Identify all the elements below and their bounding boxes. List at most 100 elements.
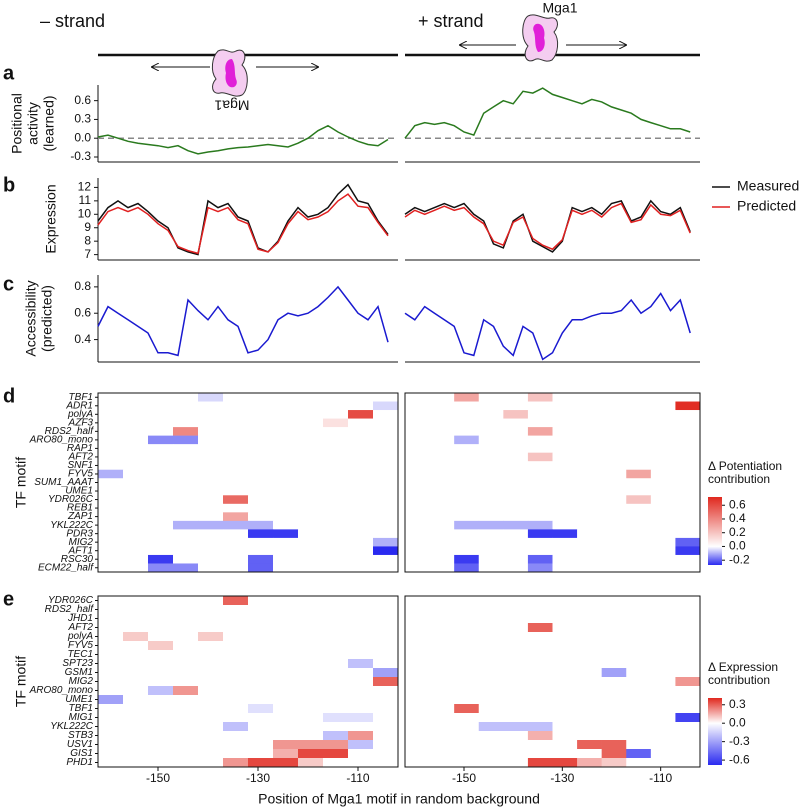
heatmap-cell (454, 668, 480, 678)
heatmap-cell (348, 749, 374, 759)
heatmap-cell (429, 668, 455, 678)
heatmap-cell (348, 668, 374, 678)
heatmap-cell (527, 444, 553, 453)
heatmap-cell (148, 695, 174, 705)
heatmap-cell (348, 435, 374, 445)
heatmap-cell (198, 410, 224, 419)
heatmap-cell (373, 461, 399, 471)
heatmap-cell (478, 605, 504, 615)
heatmap-cell (650, 529, 676, 539)
heatmap-cell (98, 731, 124, 741)
heatmap-cell (223, 495, 249, 505)
heatmap-cell (373, 393, 399, 402)
heatmap-cell (552, 623, 578, 633)
heatmap-cell (650, 452, 676, 462)
heatmap-cell (348, 554, 374, 564)
heatmap-cell (173, 740, 199, 750)
heatmap-cell (223, 632, 249, 642)
heatmap-cell (454, 427, 480, 436)
heatmap-cell (577, 537, 602, 547)
heatmap-cell (373, 495, 399, 505)
heatmap-cell (405, 444, 430, 453)
heatmap-cell (552, 563, 578, 573)
heatmap-cell (478, 758, 504, 768)
heatmap-cell (298, 659, 324, 669)
heatmap-cell (601, 695, 627, 705)
heatmap-cell (675, 537, 701, 547)
heatmap-cell (405, 650, 430, 660)
heatmap-cell (454, 469, 480, 479)
heatmap-cell (223, 722, 249, 732)
heatmap-cell (123, 512, 149, 522)
heatmap-cell (373, 444, 399, 453)
heatmap-cell (405, 641, 430, 651)
heatmap-cell (248, 444, 274, 453)
heatmap-cell (503, 503, 529, 513)
row-label: USV1 (67, 739, 93, 750)
heatmap-cell (405, 469, 430, 479)
heatmap-cell (98, 469, 124, 479)
heatmap-cell (626, 659, 652, 669)
heatmap-cell (577, 731, 602, 741)
heatmap-cell (577, 529, 602, 539)
x-tick-label: -150 (452, 771, 476, 785)
row-label: SUM1_AAAT (34, 477, 94, 488)
heatmap-cell (527, 546, 553, 556)
heatmap-cell (601, 495, 627, 505)
heatmap-cell (405, 512, 430, 522)
heatmap-cell (148, 758, 174, 768)
heatmap-cell (273, 650, 299, 660)
x-tick-label: -130 (246, 771, 270, 785)
row-label: JHD1 (67, 613, 93, 624)
heatmap-cell (323, 686, 349, 696)
heatmap-cell (373, 554, 399, 564)
heatmap-cell (298, 554, 324, 564)
heatmap-cell (675, 596, 701, 606)
heatmap-cell (626, 520, 652, 530)
heatmap-cell (601, 749, 627, 759)
heatmap-cell (148, 537, 174, 547)
heatmap-cell (405, 596, 430, 606)
heatmap-cell (173, 650, 199, 660)
heatmap-cell (675, 469, 701, 479)
heatmap-cell (601, 444, 627, 453)
heatmap-cell (148, 659, 174, 669)
heatmap-cell (98, 461, 124, 471)
heatmap-cell (503, 444, 529, 453)
heatmap-cell (503, 495, 529, 505)
protein-label: Mga1 (542, 0, 577, 16)
heatmap-cell (98, 495, 124, 505)
heatmap-cell (373, 478, 399, 488)
heatmap-cell (626, 686, 652, 696)
heatmap-cell (454, 704, 480, 714)
heatmap-cell (601, 520, 627, 530)
heatmap-cell (650, 614, 676, 624)
heatmap-cell (198, 486, 224, 496)
y-tick-label: 7 (84, 247, 91, 261)
heatmap-cell (650, 731, 676, 741)
row-label: SNF1 (67, 460, 93, 471)
heatmap-cell (298, 495, 324, 505)
heatmap-cell (503, 469, 529, 479)
heatmap-cell (577, 563, 602, 573)
heatmap-cell (298, 520, 324, 530)
heatmap-cell (577, 418, 602, 428)
heatmap-cell (148, 435, 174, 445)
heatmap-cell (601, 537, 627, 547)
heatmap-cell (348, 563, 374, 573)
heatmap-cell (675, 758, 701, 768)
heatmap-cell (373, 605, 399, 615)
heatmap-cell (323, 668, 349, 678)
heatmap-cell (626, 563, 652, 573)
heatmap-cell (405, 722, 430, 732)
heatmap-cell (348, 632, 374, 642)
heatmap-cell (98, 554, 124, 564)
heatmap-cell (577, 393, 602, 402)
heatmap-cell (675, 444, 701, 453)
heatmap-cell (373, 749, 399, 759)
heatmap-cell (198, 418, 224, 428)
heatmap-cell (601, 623, 627, 633)
heatmap-cell (173, 686, 199, 696)
y-axis-label: Accessibility (23, 280, 39, 356)
heatmap-cell (223, 435, 249, 445)
